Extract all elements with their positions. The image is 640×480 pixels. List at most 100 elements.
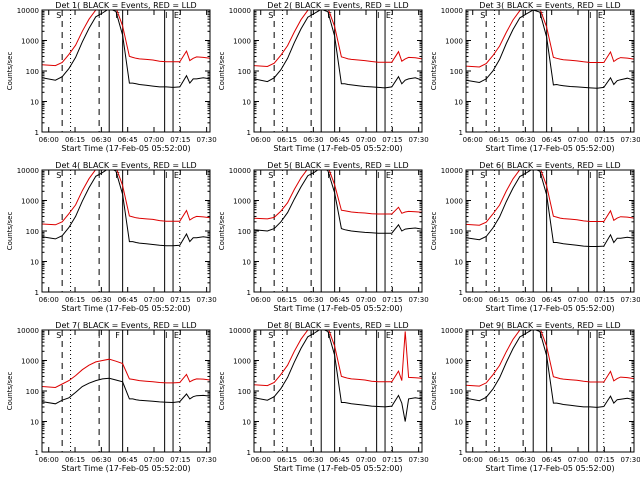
y-axis-label: Counts/sec [6,372,14,411]
time-marker-label: I [98,171,100,180]
series-line-events [42,377,210,405]
y-tick-label: 1000 [445,38,463,46]
y-axis-label: Counts/sec [218,212,226,251]
plot-frame [253,169,423,293]
x-tick-label: 06:30 [303,456,323,464]
series-line-events [466,170,634,247]
y-tick-label: 1000 [21,358,39,366]
x-tick-label: 06:45 [118,136,138,144]
series-line-lld [466,170,634,226]
x-tick-label: 06:30 [91,456,111,464]
x-tick-label: 07:00 [568,136,588,144]
x-tick-label: 06:45 [542,136,562,144]
time-marker-label: F [115,331,120,340]
x-tick-label: 06:15 [489,456,509,464]
time-marker-label: F [327,331,332,340]
time-marker-label: S [268,331,273,340]
series-line-lld [42,170,210,226]
y-tick-label: 1 [35,289,39,297]
y-tick-label: 1 [35,129,39,137]
x-tick-label: 06:00 [251,296,271,304]
x-axis-label: Start Time (17-Feb-05 05:52:00) [61,304,190,313]
time-marker-label: I [165,331,167,340]
x-tick-label: 06:45 [330,456,350,464]
x-axis-label: Start Time (17-Feb-05 05:52:00) [485,464,614,473]
x-tick-label: 07:30 [197,136,217,144]
x-tick-label: 06:15 [65,136,85,144]
x-tick-label: 07:15 [170,136,190,144]
series-line-events [466,330,634,408]
y-tick-label: 100 [450,228,463,236]
y-tick-label: 100 [26,388,39,396]
y-tick-label: 1000 [233,198,251,206]
x-tick-label: 06:00 [251,136,271,144]
time-marker-label: E [386,11,391,20]
y-tick-label: 10 [454,259,463,267]
x-tick-label: 06:15 [65,456,85,464]
x-tick-label: 06:30 [91,296,111,304]
time-marker-label: I [377,11,379,20]
y-tick-label: 10000 [441,7,463,15]
panel-title: Det 8( BLACK = Events, RED = LLD [267,321,408,330]
x-tick-label: 06:45 [118,296,138,304]
y-tick-label: 10000 [17,327,39,335]
y-tick-label: 1 [459,289,463,297]
y-tick-label: 1 [247,449,251,457]
x-axis-label: Start Time (17-Feb-05 05:52:00) [273,144,402,153]
y-tick-label: 10 [454,99,463,107]
time-marker-label: S [56,11,61,20]
plot-frame [465,9,635,133]
time-marker-label: F [539,331,544,340]
time-marker-label: I [98,11,100,20]
x-tick-label: 07:00 [568,456,588,464]
y-tick-label: 10000 [441,167,463,175]
x-tick-label: 06:15 [65,296,85,304]
y-tick-label: 1000 [445,198,463,206]
time-marker-label: E [386,171,391,180]
y-tick-label: 1000 [21,38,39,46]
time-marker-label: E [598,11,603,20]
y-tick-label: 10 [242,99,251,107]
y-tick-label: 10 [242,259,251,267]
time-marker-label: E [174,11,179,20]
y-tick-label: 100 [26,228,39,236]
x-tick-label: 06:45 [542,296,562,304]
y-tick-label: 10 [30,99,39,107]
y-axis-label: Counts/sec [218,52,226,91]
time-marker-label: I [165,11,167,20]
time-marker-label: I [310,331,312,340]
x-tick-label: 06:00 [463,136,483,144]
series-line-lld [42,358,210,389]
time-marker-label: I [377,331,379,340]
panel-title: Det 7( BLACK = Events, RED = LLD [55,321,196,330]
x-tick-label: 06:15 [277,456,297,464]
y-tick-label: 100 [450,388,463,396]
y-tick-label: 100 [26,68,39,76]
y-tick-label: 10000 [441,327,463,335]
x-tick-label: 07:15 [170,296,190,304]
x-tick-label: 06:45 [330,296,350,304]
x-tick-label: 07:30 [409,136,429,144]
y-tick-label: 10000 [17,167,39,175]
series-line-events [42,170,210,247]
y-axis-label: Counts/sec [6,52,14,91]
x-tick-label: 07:00 [144,296,164,304]
series-line-lld [42,10,210,67]
time-marker-label: F [115,11,120,20]
x-tick-label: 07:15 [170,456,190,464]
x-tick-label: 06:00 [39,136,59,144]
y-tick-label: 1 [35,449,39,457]
time-marker-label: I [589,171,591,180]
x-tick-label: 07:15 [594,296,614,304]
y-tick-label: 100 [238,388,251,396]
time-marker-label: S [268,171,273,180]
x-tick-label: 06:00 [39,456,59,464]
time-marker-label: F [327,11,332,20]
x-tick-label: 06:15 [489,136,509,144]
panel-title: Det 6( BLACK = Events, RED = LLD [479,161,620,170]
panel-title: Det 3( BLACK = Events, RED = LLD [479,1,620,10]
